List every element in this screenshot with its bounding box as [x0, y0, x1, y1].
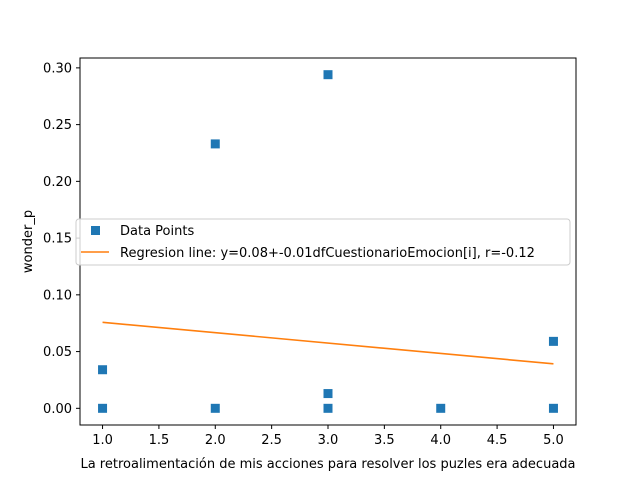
y-tick-label: 0.20	[43, 175, 72, 190]
data-point	[210, 403, 220, 413]
x-tick-label: 3.5	[374, 433, 395, 448]
series-layer	[98, 70, 558, 413]
y-tick-label: 0.00	[43, 402, 72, 417]
x-tick-label: 1.0	[92, 433, 113, 448]
y-tick-label: 0.15	[43, 232, 72, 247]
x-axis-label: La retroalimentación de mis acciones par…	[80, 457, 575, 472]
legend-entry-data-points: Data Points	[120, 224, 194, 239]
data-point	[98, 365, 108, 375]
legend-marker-data-points	[91, 226, 100, 235]
x-tick-label: 4.0	[430, 433, 451, 448]
y-tick-label: 0.25	[43, 118, 72, 133]
regression-line	[102, 321, 554, 365]
x-tick-label: 4.5	[487, 433, 508, 448]
x-tick-label: 1.5	[149, 433, 170, 448]
x-tick-label: 2.5	[261, 433, 282, 448]
x-tick-label: 5.0	[543, 433, 564, 448]
data-point	[98, 403, 108, 413]
data-point	[548, 336, 558, 346]
y-tick-label: 0.10	[43, 288, 72, 303]
data-point	[323, 70, 333, 80]
y-tick-label: 0.05	[43, 345, 72, 360]
y-axis: 0.00 0.05 0.10 0.15 0.20 0.25 0.30	[43, 61, 80, 417]
legend: Data Points Regresion line: y=0.08+-0.01…	[75, 218, 571, 266]
legend-entry-regression-line: Regresion line: y=0.08+-0.01dfCuestionar…	[120, 246, 535, 261]
x-axis: 1.0 1.5 2.0 2.5 3.0 3.5 4.0 4.5 5.0	[92, 425, 564, 448]
y-tick-label: 0.30	[43, 61, 72, 76]
data-point	[548, 403, 558, 413]
data-point	[323, 389, 333, 399]
legend-box	[75, 218, 571, 266]
x-tick-label: 2.0	[205, 433, 226, 448]
data-point	[210, 139, 220, 149]
x-tick-label: 3.0	[318, 433, 339, 448]
data-point	[323, 403, 333, 413]
data-point	[436, 403, 446, 413]
y-axis-label: wonder_p	[21, 210, 36, 273]
